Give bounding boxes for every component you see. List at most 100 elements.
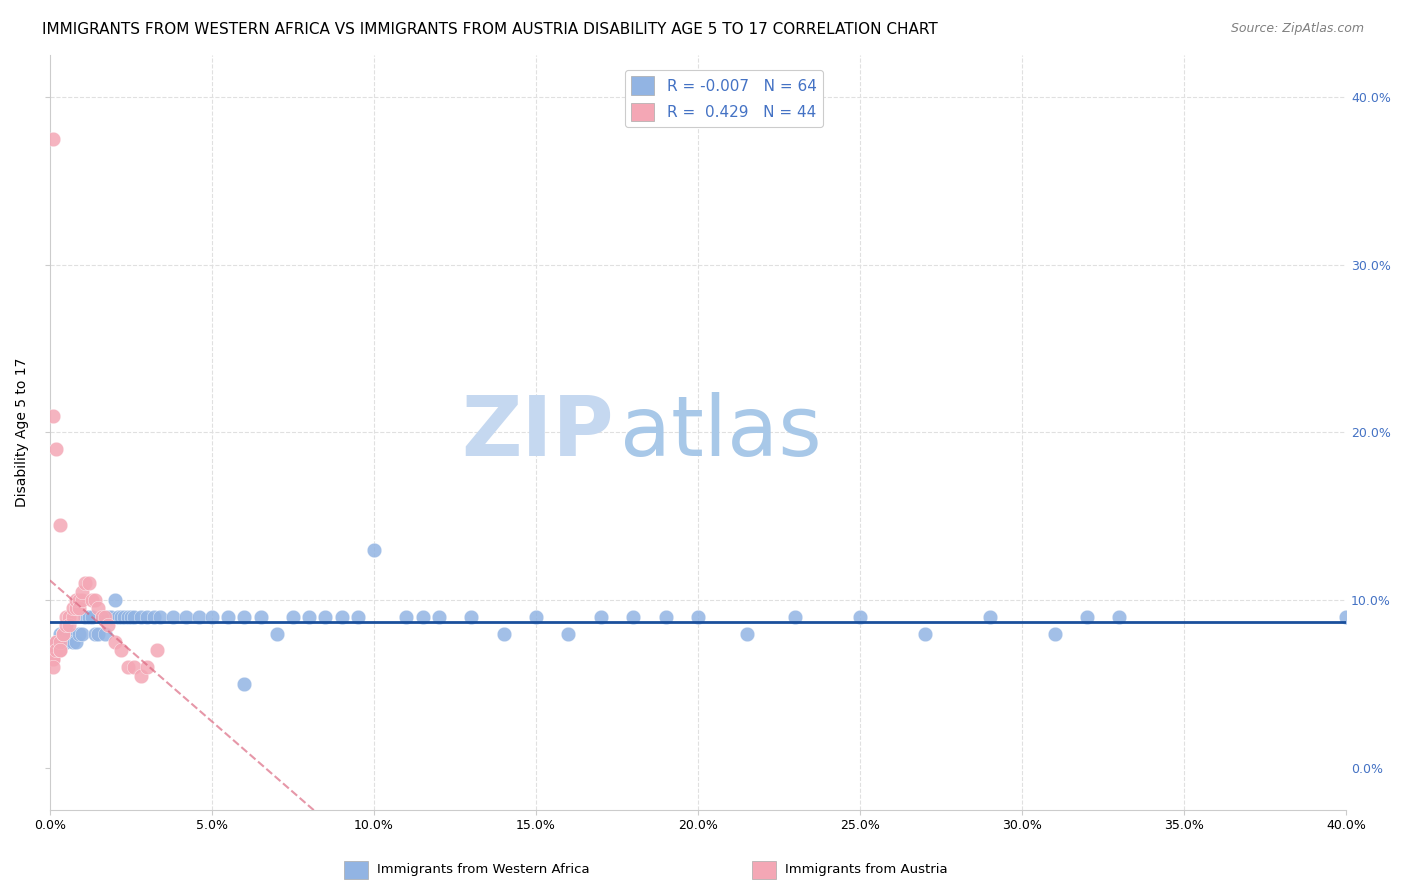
Point <box>48 643 70 657</box>
Point <box>84 626 107 640</box>
Point <box>45 442 67 457</box>
Point <box>45 635 67 649</box>
Text: Immigrants from Austria: Immigrants from Austria <box>785 863 948 876</box>
Text: atlas: atlas <box>620 392 823 473</box>
Point <box>524 610 547 624</box>
Y-axis label: Disability Age 5 to 17: Disability Age 5 to 17 <box>15 358 30 507</box>
Point <box>42 409 65 423</box>
Point <box>117 660 139 674</box>
Point <box>201 610 224 624</box>
Point <box>146 643 169 657</box>
Text: Source: ZipAtlas.com: Source: ZipAtlas.com <box>1230 22 1364 36</box>
Point <box>686 610 709 624</box>
Point <box>45 643 67 657</box>
Point <box>58 610 80 624</box>
Point <box>48 517 70 532</box>
Point <box>77 576 100 591</box>
Point <box>62 601 84 615</box>
Point <box>65 601 87 615</box>
Point <box>589 610 612 624</box>
Point <box>70 593 93 607</box>
Text: Immigrants from Western Africa: Immigrants from Western Africa <box>377 863 589 876</box>
Point <box>1336 610 1358 624</box>
Point <box>75 610 97 624</box>
Point <box>90 610 112 624</box>
Point <box>52 626 75 640</box>
Point <box>52 626 75 640</box>
Point <box>45 635 67 649</box>
Point <box>55 635 77 649</box>
Point <box>412 610 434 624</box>
Point <box>65 593 87 607</box>
Text: ZIP: ZIP <box>461 392 614 473</box>
Point <box>70 626 93 640</box>
Point <box>67 593 90 607</box>
Point <box>70 584 93 599</box>
Point <box>42 660 65 674</box>
Point <box>45 635 67 649</box>
Point <box>1076 610 1098 624</box>
Point <box>979 610 1001 624</box>
Point <box>42 652 65 666</box>
Point <box>48 643 70 657</box>
Point <box>75 576 97 591</box>
Point <box>67 601 90 615</box>
Point <box>427 610 450 624</box>
Point <box>142 610 165 624</box>
Point <box>87 601 110 615</box>
Point <box>233 677 256 691</box>
Point <box>107 610 129 624</box>
Point <box>100 610 122 624</box>
Point <box>363 542 385 557</box>
Point <box>914 626 936 640</box>
Point <box>120 610 142 624</box>
Point <box>62 635 84 649</box>
Point <box>129 610 152 624</box>
Point <box>97 610 120 624</box>
Point <box>1108 610 1130 624</box>
Point <box>621 610 644 624</box>
Point <box>298 610 321 624</box>
Point <box>122 660 145 674</box>
Point <box>136 660 159 674</box>
Point <box>94 610 117 624</box>
Point <box>58 626 80 640</box>
Point <box>90 610 112 624</box>
Point <box>62 610 84 624</box>
Point <box>80 593 103 607</box>
Point <box>174 610 197 624</box>
Point <box>65 635 87 649</box>
Point <box>460 610 482 624</box>
Point <box>122 610 145 624</box>
Point <box>492 626 515 640</box>
Point <box>129 668 152 682</box>
Point <box>42 643 65 657</box>
Point <box>187 610 209 624</box>
Point <box>785 610 807 624</box>
Point <box>87 626 110 640</box>
Point <box>42 652 65 666</box>
Point <box>557 626 579 640</box>
Point <box>55 610 77 624</box>
Point <box>48 635 70 649</box>
Text: IMMIGRANTS FROM WESTERN AFRICA VS IMMIGRANTS FROM AUSTRIA DISABILITY AGE 5 TO 17: IMMIGRANTS FROM WESTERN AFRICA VS IMMIGR… <box>42 22 938 37</box>
Point <box>395 610 418 624</box>
Point <box>84 593 107 607</box>
Point <box>112 610 135 624</box>
Point <box>849 610 872 624</box>
Point <box>217 610 239 624</box>
Point <box>233 610 256 624</box>
Point <box>330 610 353 624</box>
Point <box>94 626 117 640</box>
Point <box>735 626 758 640</box>
Point <box>149 610 172 624</box>
Point <box>52 626 75 640</box>
Point <box>58 618 80 632</box>
Point <box>48 626 70 640</box>
Legend: R = -0.007   N = 64, R =  0.429   N = 44: R = -0.007 N = 64, R = 0.429 N = 44 <box>626 70 823 128</box>
Point <box>314 610 336 624</box>
Point <box>117 610 139 624</box>
Point <box>249 610 271 624</box>
Point <box>97 618 120 632</box>
Point <box>110 643 132 657</box>
